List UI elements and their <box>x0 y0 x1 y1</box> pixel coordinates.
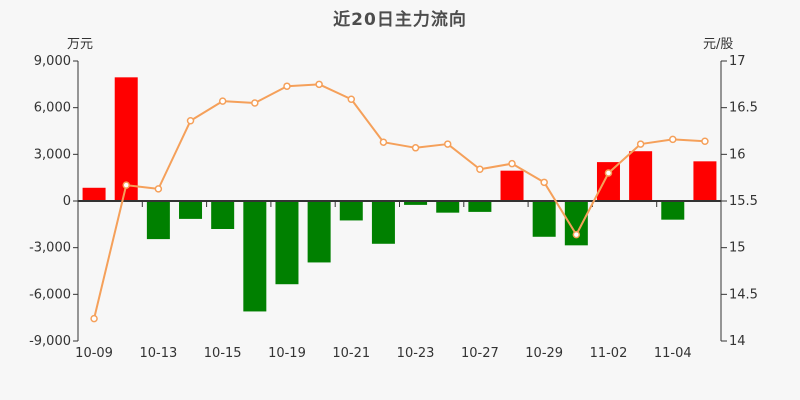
left-axis-tick-label: -9,000 <box>29 334 71 349</box>
price-point-marker <box>251 99 259 107</box>
price-point-marker <box>347 95 356 104</box>
price-point-marker <box>572 230 581 239</box>
outflow-bar <box>404 201 428 205</box>
price-point-marker <box>154 185 163 193</box>
x-axis-date-label: 10-29 <box>525 346 563 361</box>
x-axis-date-label: 11-04 <box>654 346 692 361</box>
chart-title: 近20日主力流向 <box>333 10 467 30</box>
outflow-bar <box>275 201 299 285</box>
right-axis-tick-label: 14.5 <box>729 287 758 302</box>
price-line <box>93 83 706 320</box>
inflow-bar <box>629 151 653 201</box>
x-axis-date-label: 10-23 <box>397 346 435 361</box>
left-axis-tick-label: -3,000 <box>29 241 71 256</box>
x-axis-date-label: 10-09 <box>75 346 113 361</box>
outflow-bar <box>243 201 267 312</box>
right-axis-tick-label: 15.5 <box>729 194 758 209</box>
right-axis-tick-label: 17 <box>729 54 746 69</box>
price-point-marker <box>476 165 484 174</box>
outflow-bar <box>211 201 235 229</box>
price-point-marker <box>443 140 452 148</box>
price-point-marker <box>218 97 227 105</box>
outflow-bar <box>339 201 363 221</box>
price-point-marker <box>90 314 98 323</box>
price-point-marker <box>508 159 516 168</box>
price-point-marker <box>411 144 420 152</box>
right-axis-tick-label: 16.5 <box>729 101 758 116</box>
outflow-bar <box>564 201 588 246</box>
x-axis-date-label: 11-02 <box>590 346 628 361</box>
price-point-marker <box>636 140 645 148</box>
inflow-bar <box>693 161 717 201</box>
left-axis-tick-label: 3,000 <box>34 147 71 162</box>
inflow-bar <box>114 77 138 201</box>
left-axis-tick-label: 6,000 <box>34 101 71 116</box>
right-axis-tick-label: 15 <box>729 241 746 256</box>
x-axis-date-label: 10-15 <box>204 346 242 361</box>
inflow-bar <box>82 187 106 201</box>
inflow-bar <box>500 170 524 201</box>
left-axis-unit-label: 万元 <box>67 37 93 52</box>
price-point-marker <box>122 181 130 189</box>
x-axis-date-label: 10-27 <box>461 346 499 361</box>
left-axis-tick-label: 9,000 <box>34 54 71 69</box>
x-axis-date-label: 10-19 <box>268 346 306 361</box>
right-axis-unit-label: 元/股 <box>703 37 733 52</box>
outflow-bar <box>307 201 331 263</box>
outflow-bar <box>661 201 685 220</box>
outflow-bar <box>146 201 170 240</box>
right-axis-tick-label: 16 <box>729 147 746 162</box>
outflow-bar <box>532 201 556 237</box>
outflow-bar <box>436 201 460 213</box>
price-point-marker <box>701 137 709 146</box>
price-point-marker <box>283 82 291 90</box>
left-axis-tick-label: 0 <box>63 194 71 209</box>
inflow-bar <box>596 162 620 201</box>
price-point-marker <box>379 138 388 146</box>
x-axis-date-label: 10-21 <box>332 346 370 361</box>
left-axis-tick-label: -6,000 <box>29 287 71 302</box>
outflow-bar <box>468 201 492 212</box>
price-point-marker <box>186 116 195 125</box>
price-point-marker <box>315 80 323 89</box>
x-axis-date-label: 10-13 <box>139 346 177 361</box>
price-point-marker <box>604 169 613 177</box>
right-axis-tick-label: 14 <box>729 334 746 349</box>
price-point-marker <box>540 178 548 187</box>
outflow-bar <box>179 201 203 219</box>
outflow-bar <box>371 201 395 244</box>
price-point-marker <box>669 135 677 144</box>
